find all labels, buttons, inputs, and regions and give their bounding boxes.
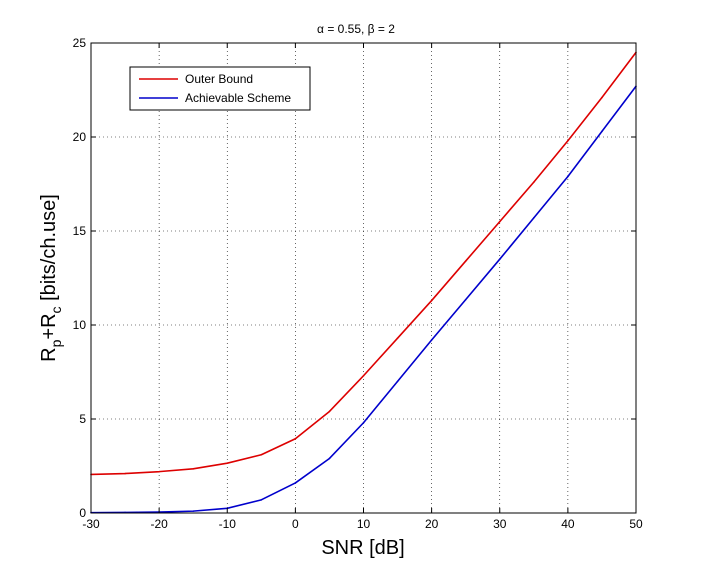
x-tick-label: 40 [561,517,575,531]
data-point-achievable-scheme [498,258,501,261]
data-point-outer-bound [124,472,126,475]
grid-lines [91,43,636,513]
y-axis-label-rest: [bits/ch.use] [38,194,60,306]
data-point-achievable-scheme [396,380,399,383]
y-tick-label: 5 [79,412,86,426]
x-tick-label: 30 [493,517,507,531]
data-point-outer-bound [328,410,331,413]
y-tick-labels: 0 5 10 15 20 25 [73,36,87,520]
legend: Outer Bound Achievable Scheme [129,66,311,111]
x-axis-label: SNR [dB] [321,537,404,559]
x-tick-label: -10 [219,517,237,531]
y-tick-label: 20 [73,130,87,144]
data-point-achievable-scheme [567,175,569,178]
data-point-outer-bound [362,374,365,377]
plot-area [91,43,636,513]
x-tick-labels: -30 -20 -10 0 10 20 30 40 50 [82,517,643,531]
data-point-outer-bound [396,337,399,339]
data-point-outer-bound [533,181,535,183]
x-tick-label: -20 [150,517,168,531]
y-axis-label: Rp+Rc [bits/ch.use] [38,194,64,362]
y-tick-label: 15 [73,224,87,238]
data-point-outer-bound [601,96,603,99]
data-point-achievable-scheme [294,482,297,484]
data-point-outer-bound [260,453,263,456]
y-axis-label-plus: +R [38,313,60,339]
data-point-achievable-scheme [533,217,535,219]
data-point-outer-bound [464,260,467,262]
y-tick-label: 10 [73,318,87,332]
y-axis-label-sub1: p [48,339,64,347]
axis-ticks [90,42,637,514]
data-point-achievable-scheme [192,510,194,512]
legend-box [129,66,311,111]
data-point-outer-bound [294,437,297,440]
data-point-achievable-scheme [260,499,263,501]
chart-title: α = 0.55, β = 2 [317,22,395,36]
data-point-outer-bound [567,139,569,142]
data-point-achievable-scheme [362,421,365,424]
x-tick-label: -30 [82,517,100,531]
y-tick-label: 25 [73,36,87,50]
data-point-achievable-scheme [601,130,603,133]
x-tick-label: 0 [292,517,299,531]
y-axis-label-r1: R [38,347,60,361]
y-axis-label-sub2: c [48,306,64,313]
x-tick-label: 10 [357,517,371,531]
data-point-achievable-scheme [328,457,331,460]
data-point-achievable-scheme [464,298,467,301]
x-tick-label: 20 [425,517,439,531]
data-point-achievable-scheme [430,339,433,341]
data-point-outer-bound [430,299,433,302]
data-point-outer-bound [498,220,501,223]
legend-label-achievable-scheme: Achievable Scheme [185,91,291,105]
legend-label-outer-bound: Outer Bound [185,72,253,86]
x-tick-label: 50 [629,517,643,531]
data-point-outer-bound [192,468,194,470]
y-tick-label: 0 [79,506,86,520]
data-point-outer-bound [226,462,229,464]
data-point-outer-bound [158,470,160,473]
